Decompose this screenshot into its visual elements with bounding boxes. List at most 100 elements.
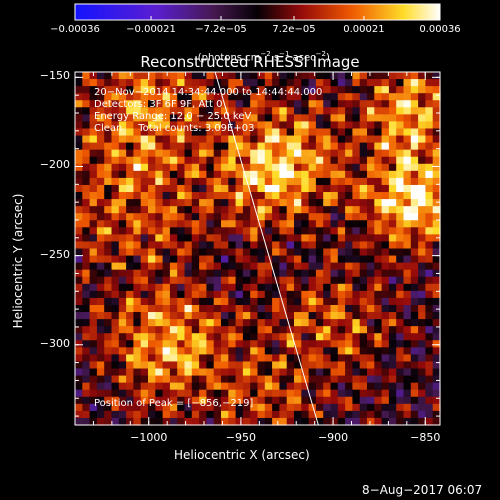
image-pixel xyxy=(359,170,368,179)
image-pixel xyxy=(162,368,171,377)
image-pixel xyxy=(301,79,310,87)
image-pixel xyxy=(155,114,164,123)
image-pixel xyxy=(206,220,215,228)
image-pixel xyxy=(206,368,215,377)
image-pixel xyxy=(337,276,346,285)
image-pixel xyxy=(96,86,105,94)
image-pixel xyxy=(75,297,83,306)
image-pixel xyxy=(294,135,302,144)
image-pixel xyxy=(177,283,186,292)
image-pixel xyxy=(140,114,149,123)
image-pixel xyxy=(374,149,383,158)
image-pixel xyxy=(96,227,105,235)
image-pixel xyxy=(330,170,339,179)
image-pixel xyxy=(432,79,441,87)
image-pixel xyxy=(308,163,317,172)
image-pixel xyxy=(367,128,375,137)
image-pixel xyxy=(410,220,419,228)
image-pixel xyxy=(250,375,259,384)
image-pixel xyxy=(118,86,127,94)
image-pixel xyxy=(140,312,149,320)
image-pixel xyxy=(264,135,273,144)
image-pixel xyxy=(191,354,200,363)
image-pixel xyxy=(184,114,193,123)
image-pixel xyxy=(279,149,288,158)
image-pixel xyxy=(403,312,412,320)
image-pixel xyxy=(396,354,405,363)
image-pixel xyxy=(96,333,105,341)
image-pixel xyxy=(82,149,91,158)
image-pixel xyxy=(111,375,120,384)
image-pixel xyxy=(155,269,164,278)
image-pixel xyxy=(184,213,193,221)
image-pixel xyxy=(410,354,419,363)
image-pixel xyxy=(169,234,178,243)
image-pixel xyxy=(345,347,353,355)
image-pixel xyxy=(242,206,251,214)
image-pixel xyxy=(294,107,302,115)
image-pixel xyxy=(82,121,91,130)
image-pixel xyxy=(352,269,361,278)
image-pixel xyxy=(89,128,98,137)
image-pixel xyxy=(279,86,288,94)
image-pixel xyxy=(315,375,324,384)
image-pixel xyxy=(388,297,397,306)
image-pixel xyxy=(374,417,383,426)
image-pixel xyxy=(323,206,332,214)
image-pixel xyxy=(279,255,288,264)
image-pixel xyxy=(257,184,266,193)
image-pixel xyxy=(403,199,412,207)
peak-position-label: Position of Peak = [−856,−219] xyxy=(94,398,254,409)
image-pixel xyxy=(148,417,156,426)
image-pixel xyxy=(228,319,237,327)
image-pixel xyxy=(308,269,317,278)
image-pixel xyxy=(359,199,368,207)
image-pixel xyxy=(330,326,339,334)
image-pixel xyxy=(374,156,383,165)
image-pixel xyxy=(388,93,397,101)
plot-frame xyxy=(74,71,441,426)
image-pixel xyxy=(191,389,200,398)
image-pixel xyxy=(133,368,142,377)
image-pixel xyxy=(264,283,273,292)
image-pixel xyxy=(381,121,390,130)
image-pixel xyxy=(337,403,346,412)
image-pixel xyxy=(279,340,288,348)
image-pixel xyxy=(381,184,390,193)
image-pixel xyxy=(82,128,91,137)
image-pixel xyxy=(345,149,353,158)
image-pixel xyxy=(432,326,441,334)
image-pixel xyxy=(191,417,200,426)
image-pixel xyxy=(381,72,390,80)
image-pixel xyxy=(272,128,280,137)
image-pixel xyxy=(337,347,346,355)
image-pixel xyxy=(89,333,98,341)
image-pixel xyxy=(279,297,288,306)
image-pixel xyxy=(418,290,426,299)
image-pixel xyxy=(104,262,113,271)
image-pixel xyxy=(381,382,390,391)
image-pixel xyxy=(396,93,405,101)
image-pixel xyxy=(301,389,310,398)
image-pixel xyxy=(272,241,280,250)
image-pixel xyxy=(367,382,375,391)
image-pixel xyxy=(352,304,361,313)
image-pixel xyxy=(242,417,251,426)
image-pixel xyxy=(425,128,434,137)
image-pixel xyxy=(235,184,244,193)
image-pixel xyxy=(228,227,237,235)
image-pixel xyxy=(315,177,324,186)
image-pixel xyxy=(286,234,295,243)
image-pixel xyxy=(337,312,346,320)
image-pixel xyxy=(206,227,215,235)
image-pixel xyxy=(206,241,215,250)
image-pixel xyxy=(177,389,186,398)
image-pixel xyxy=(169,283,178,292)
image-pixel xyxy=(279,163,288,172)
image-pixel xyxy=(155,72,164,80)
image-pixel xyxy=(126,297,134,306)
image-pixel xyxy=(410,410,419,419)
image-pixel xyxy=(133,361,142,370)
image-pixel xyxy=(155,142,164,151)
image-pixel xyxy=(359,135,368,144)
